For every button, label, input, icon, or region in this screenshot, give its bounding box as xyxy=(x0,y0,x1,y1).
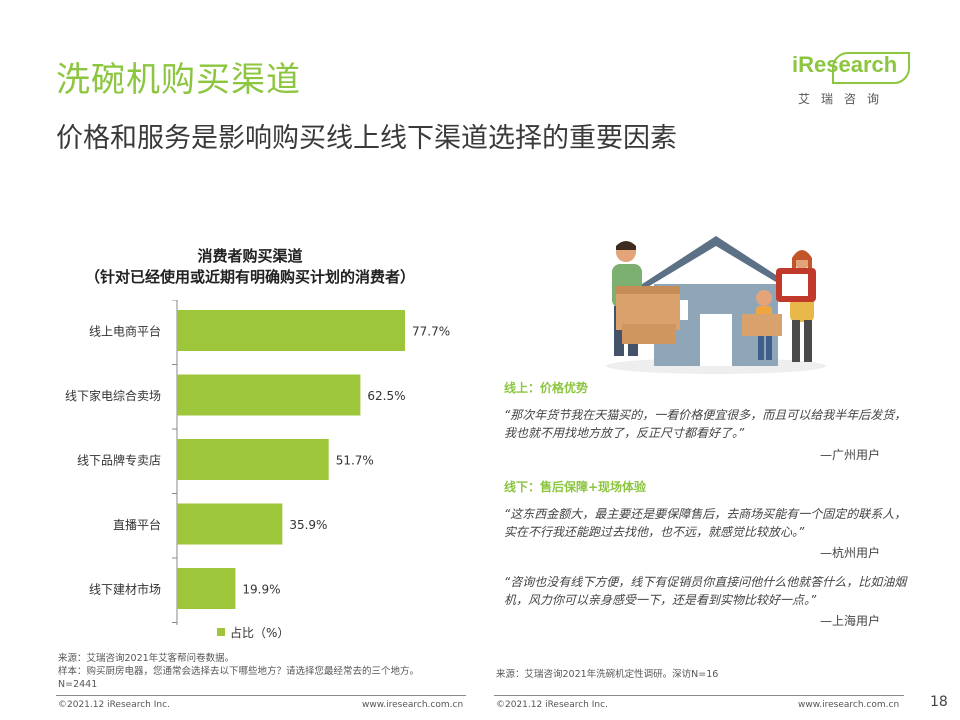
offline-quote-2: “咨询也没有线下方便，线下有促销员你直接问他什么他就答什么，比如油烟机，风力你可… xyxy=(504,575,907,607)
bar-chart: 线上电商平台 77.7% 线下家电综合卖场 62.5% 线下品牌专卖店 51.7% 直播平台… xyxy=(65,300,450,640)
footnote-source: 来源：艾瑞咨询2021年艾客帮问卷数据。 xyxy=(58,653,235,664)
footnote-n: N=2441 xyxy=(58,679,98,690)
offline-quote-1-attribution: —杭州用户 xyxy=(820,546,881,560)
iresearch-logo: iResearch 艾瑞咨询 xyxy=(792,52,917,110)
legend-label: 占比（%） xyxy=(230,625,289,640)
bar-3 xyxy=(177,439,329,480)
category-label: 直播平台 xyxy=(113,517,161,532)
page-title: 洗碗机购买渠道 xyxy=(56,60,301,100)
category-label: 线下家电综合卖场 xyxy=(65,388,161,403)
logo-brand-cn: 艾瑞咨询 xyxy=(798,92,891,106)
footer-url-left: www.iresearch.com.cn xyxy=(362,700,464,710)
bar-5 xyxy=(177,568,236,609)
category-label: 线下品牌专卖店 xyxy=(77,453,161,468)
offline-head: 线下：售后保障+现场体验 xyxy=(504,480,647,494)
data-label: 77.7% xyxy=(412,325,450,339)
bar-2 xyxy=(177,374,361,416)
footer-divider-left xyxy=(56,695,466,696)
chart-title: 消费者购买渠道 xyxy=(197,247,303,265)
offline-quote-2-attribution: —上海用户 xyxy=(820,614,881,628)
footer-divider-right xyxy=(494,695,904,696)
category-label: 线上电商平台 xyxy=(89,324,161,339)
legend-swatch xyxy=(217,628,225,636)
source-footnote-right: 来源：艾瑞咨询2021年洗碗机定性调研。深访N=16 xyxy=(496,669,719,680)
logo-brand: iResearch xyxy=(792,52,898,77)
bar-1 xyxy=(177,310,405,351)
bar-4 xyxy=(177,503,283,545)
online-quote: “那次年货节我在天猫买的，一看价格便宜很多，而且可以给我半年后发货，我也就不用找… xyxy=(504,408,907,440)
data-label: 35.9% xyxy=(289,518,327,532)
online-quote-attribution: —广州用户 xyxy=(820,448,881,462)
data-label: 19.9% xyxy=(242,583,280,597)
chart-subtitle: （针对已经使用或近期有明确购买计划的消费者） xyxy=(84,268,415,286)
data-label: 51.7% xyxy=(336,454,374,468)
source-footnote: 来源：艾瑞咨询2021年艾客帮问卷数据。 样本：购买厨房电器，您通常会选择去以下… xyxy=(58,652,419,691)
data-label: 62.5% xyxy=(367,389,405,403)
page-subtitle: 价格和服务是影响购买线上线下渠道选择的重要因素 xyxy=(56,123,677,154)
page-number: 18 xyxy=(930,694,948,710)
house-moving-illustration xyxy=(606,236,826,374)
category-label: 线下建材市场 xyxy=(89,582,161,597)
footnote-sample: 样本：购买厨房电器，您通常会选择去以下哪些地方？请选择您最经常去的三个地方。 xyxy=(58,666,420,677)
logo-leaf-icon xyxy=(832,52,910,84)
footer-url-right: www.iresearch.com.cn xyxy=(798,700,900,710)
footer-copyright-left: ©2021.12 iResearch Inc. xyxy=(58,700,170,710)
footer-copyright-right: ©2021.12 iResearch Inc. xyxy=(496,700,608,710)
offline-quote-1: “这东西金额大，最主要还是要保障售后，去商场买能有一个固定的联系人，实在不行我还… xyxy=(504,507,907,539)
online-head: 线上：价格优势 xyxy=(504,381,589,395)
